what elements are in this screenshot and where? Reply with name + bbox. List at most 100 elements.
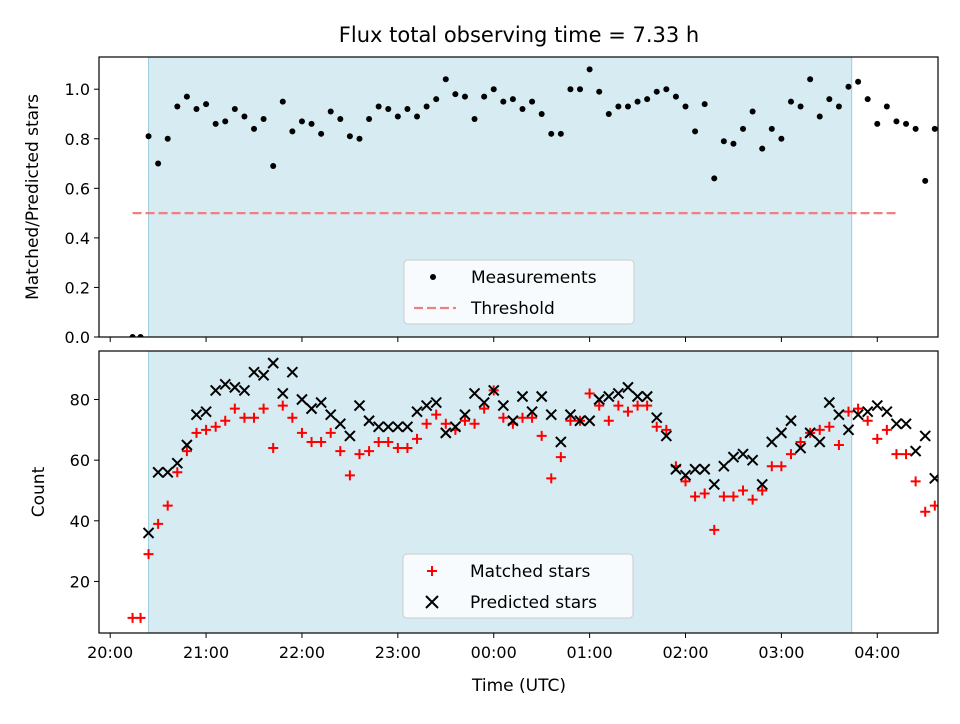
predicted-star-point: [430, 396, 442, 409]
matched-star-point: [565, 415, 576, 426]
matched-star-point: [632, 400, 643, 411]
predicted-star-point: [833, 408, 845, 421]
measurement-point: [260, 115, 267, 122]
matched-star-point: [785, 449, 796, 460]
legend-label: Matched stars: [470, 562, 590, 582]
predicted-star-point: [929, 472, 938, 485]
matched-star-point: [325, 427, 336, 438]
matched-star-point: [239, 412, 250, 423]
measurement-point: [605, 110, 612, 117]
y-tick-label: 0.4: [65, 229, 90, 248]
bottom-y-axis-label: Count: [29, 466, 49, 517]
matched-star-point: [622, 406, 633, 417]
matched-star-point: [210, 421, 221, 432]
measurement-point: [481, 93, 488, 100]
predicted-star-point: [478, 396, 490, 409]
y-tick-label: 40: [70, 512, 90, 531]
predicted-star-point: [814, 436, 826, 448]
measurement-point: [759, 145, 766, 152]
measurement-point: [385, 106, 392, 113]
measurement-point: [816, 113, 823, 120]
legend: Matched stars Predicted stars: [402, 553, 634, 619]
measurement-point: [912, 125, 919, 132]
measurement-point: [308, 120, 315, 127]
measurement-point: [509, 96, 516, 103]
predicted-star-point: [756, 478, 768, 491]
predicted-star-point: [737, 448, 749, 460]
matched-star-point: [949, 501, 959, 511]
predicted-star-point: [516, 390, 529, 403]
measurement-point: [490, 86, 497, 93]
predicted-star-point: [257, 369, 270, 381]
matched-star-point: [613, 400, 624, 411]
predicted-star-point: [766, 436, 778, 448]
predicted-star-point: [363, 415, 375, 427]
x-tick-label: 23:00: [375, 643, 421, 662]
measurement-point: [298, 118, 305, 125]
matched-star-point: [747, 494, 758, 505]
predicted-star-point: [631, 390, 644, 403]
axes-frame: [98, 350, 939, 634]
measurement-point: [883, 103, 890, 110]
measurement-point: [692, 128, 699, 135]
measurement-point: [366, 115, 373, 122]
predicted-star-point: [507, 415, 519, 427]
predicted-star-point: [142, 527, 155, 539]
y-tick-label: 20: [70, 572, 90, 591]
y-tick-label: 0.2: [65, 278, 90, 297]
predicted-star-point: [852, 408, 864, 421]
measurement-point: [404, 106, 411, 113]
measurement-point: [538, 110, 545, 117]
predicted-star-point: [372, 421, 385, 433]
matched-star-point: [776, 461, 787, 472]
measurement-point: [231, 106, 238, 113]
measurement-point: [864, 96, 871, 103]
legend-box: [403, 259, 635, 325]
measurement-point: [548, 130, 555, 137]
legend-label: Threshold: [470, 299, 555, 319]
legend-x-icon: [425, 595, 439, 609]
x-tick-label: 22:00: [279, 643, 325, 662]
measurement-point: [672, 93, 679, 100]
matched-star-point: [738, 485, 749, 496]
matched-star-point: [651, 421, 662, 432]
legend-dot-icon: [430, 274, 436, 280]
predicted-star-point: [949, 446, 959, 456]
measurement-point: [951, 156, 957, 162]
matched-star-point: [153, 518, 164, 529]
measurement-point: [129, 334, 136, 337]
data-markers: [129, 66, 957, 337]
measurement-point: [922, 177, 929, 184]
predicted-star-point: [296, 393, 308, 406]
measurement-point: [663, 86, 670, 93]
measurement-point: [279, 98, 286, 105]
top-y-axis-label: Matched/Predicted stars: [23, 94, 43, 300]
matched-star-point: [402, 443, 413, 454]
predicted-star-point: [746, 454, 759, 466]
predicted-star-point: [200, 405, 212, 418]
matched-star-point: [306, 436, 317, 447]
matched-star-point: [431, 409, 442, 420]
matched-star-point: [833, 440, 844, 450]
predicted-star-point: [785, 415, 797, 427]
measurement-point: [797, 103, 804, 110]
matched-star-point: [258, 403, 269, 414]
predicted-star-point: [449, 421, 462, 433]
matched-star-point: [853, 403, 864, 414]
measurement-point: [318, 130, 325, 137]
measurement-point: [787, 98, 794, 105]
matched-star-point: [939, 489, 949, 499]
matched-star-point: [335, 446, 346, 457]
matched-star-point: [642, 400, 653, 411]
predicted-star-point: [468, 387, 481, 400]
predicted-star-point: [545, 408, 557, 421]
measurement-point: [346, 133, 353, 140]
predicted-star-point: [411, 405, 423, 418]
predicted-star-point: [881, 405, 893, 418]
matched-star-point: [459, 415, 470, 426]
predicted-star-point: [497, 399, 510, 412]
matched-star-point: [555, 452, 566, 463]
predicted-star-point: [152, 466, 164, 478]
matched-star-point: [517, 412, 528, 423]
